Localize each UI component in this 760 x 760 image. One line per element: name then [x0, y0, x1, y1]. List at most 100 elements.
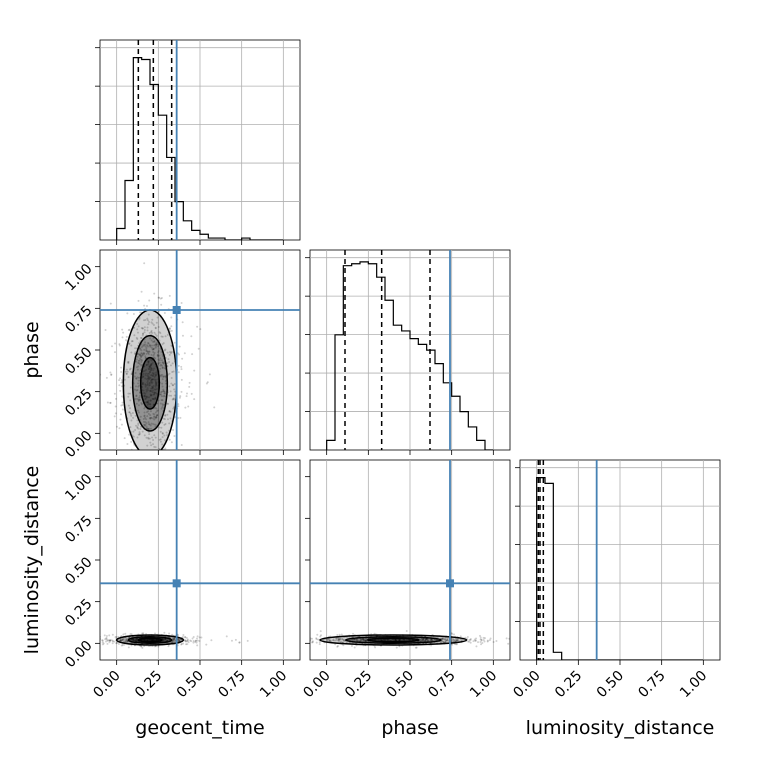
sample-point [192, 640, 195, 643]
sample-point [149, 389, 152, 392]
sample-point [335, 639, 338, 642]
sample-point [159, 438, 162, 441]
sample-point [135, 377, 138, 380]
x-tick-label: 0.75 [635, 668, 668, 701]
sample-point [164, 335, 167, 338]
sample-point [149, 402, 152, 405]
sample-point [339, 637, 342, 640]
sample-point [154, 374, 157, 377]
sample-point [134, 347, 137, 350]
sample-point [130, 419, 133, 422]
sample-point [213, 406, 216, 409]
sample-point [177, 371, 180, 374]
sample-point [172, 637, 175, 640]
sample-point [351, 639, 354, 642]
sample-point [155, 321, 158, 324]
sample-point [143, 423, 146, 426]
sample-point [146, 372, 149, 375]
sample-point [141, 354, 144, 357]
sample-point [113, 640, 116, 643]
y-tick-label: 0.00 [62, 428, 95, 461]
sample-point [238, 641, 241, 644]
sample-point [151, 381, 154, 384]
sample-point [149, 344, 152, 347]
sample-point [147, 321, 150, 324]
sample-point [128, 411, 131, 414]
sample-point [114, 397, 117, 400]
histogram-step [116, 57, 284, 240]
sample-point [359, 639, 362, 642]
sample-point [138, 359, 141, 362]
sample-point [361, 638, 364, 641]
sample-point [128, 411, 131, 414]
sample-point [136, 640, 139, 643]
sample-point [150, 346, 153, 349]
sample-point [144, 383, 147, 386]
sample-point [128, 368, 131, 371]
sample-point [144, 398, 147, 401]
sample-point [157, 296, 160, 299]
sample-point [205, 643, 208, 646]
sample-point [140, 360, 143, 363]
sample-point [446, 638, 449, 641]
sample-point [128, 407, 131, 410]
sample-point [174, 390, 177, 393]
sample-point [196, 644, 199, 647]
sample-point [363, 639, 366, 642]
sample-point [153, 413, 156, 416]
sample-point [469, 641, 472, 644]
sample-point [157, 345, 160, 348]
sample-point [340, 640, 343, 643]
sample-point [120, 413, 123, 416]
sample-point [160, 393, 163, 396]
sample-point [71, 638, 73, 640]
sample-point [149, 639, 152, 642]
sample-point [153, 344, 156, 347]
sample-point [138, 353, 141, 356]
sample-point [184, 639, 187, 642]
sample-point [137, 398, 140, 401]
sample-point [479, 641, 482, 644]
sample-point [162, 390, 165, 393]
sample-point [160, 303, 163, 306]
x-tick-label: 0.25 [132, 668, 165, 701]
sample-point [100, 635, 101, 638]
sample-point [138, 376, 141, 379]
sample-point [156, 414, 159, 417]
sample-point [190, 335, 193, 338]
sample-point [151, 387, 154, 390]
sample-point [154, 378, 157, 381]
sample-point [194, 640, 197, 643]
sample-point [173, 637, 176, 640]
sample-point [141, 383, 144, 386]
y-tick-label: 1.00 [62, 261, 95, 294]
y-tick-label: 0.25 [62, 386, 95, 419]
sample-point [149, 424, 152, 427]
sample-point [153, 331, 156, 334]
sample-point [149, 374, 152, 377]
sample-point [127, 342, 130, 345]
sample-point [151, 375, 154, 378]
sample-point [115, 642, 118, 645]
sample-point [451, 633, 454, 636]
sample-point [140, 352, 143, 355]
sample-point [165, 431, 168, 434]
sample-point [164, 638, 167, 641]
sample-point [144, 374, 147, 377]
sample-point [143, 352, 146, 355]
sample-point [133, 639, 136, 642]
sample-point [168, 361, 171, 364]
sample-point [143, 394, 146, 397]
sample-point [128, 328, 131, 331]
sample-point [125, 641, 128, 644]
sample-point [167, 402, 170, 405]
sample-point [330, 640, 333, 643]
sample-point [336, 644, 339, 647]
sample-point [160, 351, 163, 354]
sample-point [142, 632, 145, 635]
sample-point [135, 377, 138, 380]
sample-point [81, 385, 83, 387]
sample-point [164, 348, 167, 351]
sample-point [160, 335, 163, 338]
sample-point [127, 404, 130, 407]
